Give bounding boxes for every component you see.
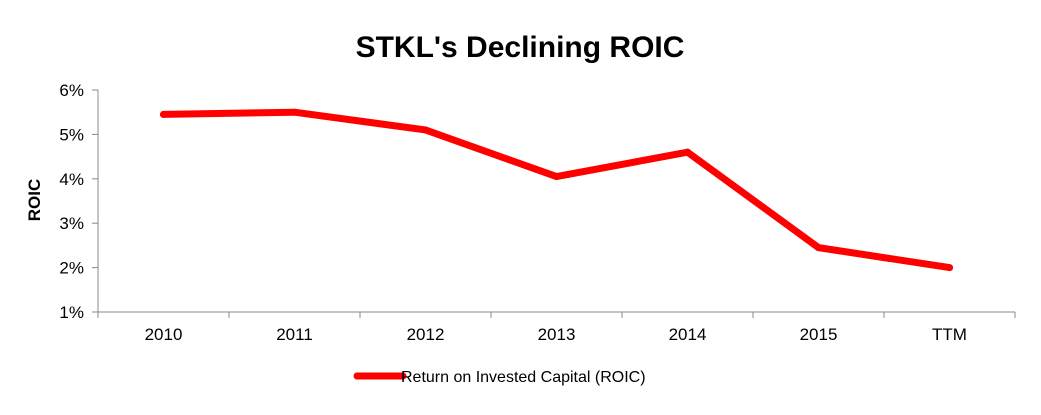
x-tick-label: 2012 [407, 325, 445, 344]
y-tick-label: 4% [59, 170, 84, 189]
y-tick-label: 3% [59, 214, 84, 233]
y-axis-label: ROIC [25, 179, 44, 222]
data-point [946, 264, 953, 272]
data-point [815, 244, 822, 252]
legend-label: Return on Invested Capital (ROIC) [401, 369, 646, 386]
data-point [684, 148, 691, 156]
data-point [422, 126, 429, 134]
data-point [160, 110, 167, 118]
legend: Return on Invested Capital (ROIC) [353, 369, 646, 386]
series-line [160, 108, 953, 272]
series-layer [160, 108, 953, 272]
chart-title: STKL's Declining ROIC [356, 31, 685, 64]
y-tick-label: 1% [59, 303, 84, 322]
data-point [553, 173, 560, 181]
x-tick-label: TTM [932, 325, 967, 344]
x-tick-label: 2011 [276, 325, 313, 344]
x-tick-label: 2013 [538, 325, 576, 344]
data-point [291, 108, 298, 116]
x-axis-tick-labels: 2010 2011 2012 2013 2014 2015 TTM [145, 325, 967, 344]
y-tick-label: 2% [59, 259, 84, 278]
x-axis-ticks [97, 312, 1016, 318]
x-tick-label: 2014 [669, 325, 707, 344]
y-tick-label: 5% [59, 125, 84, 144]
x-tick-label: 2010 [145, 325, 183, 344]
x-tick-label: 2015 [800, 325, 838, 344]
y-axis-tick-labels: 1% 2% 3% 4% 5% 6% [59, 81, 84, 322]
y-tick-label: 6% [59, 81, 84, 100]
y-axis-ticks [92, 89, 98, 313]
